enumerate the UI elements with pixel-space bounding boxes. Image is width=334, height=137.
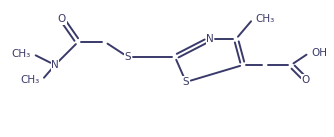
Text: CH₃: CH₃ [12, 49, 31, 59]
Text: CH₃: CH₃ [21, 75, 40, 85]
Text: CH₃: CH₃ [255, 14, 274, 24]
Text: S: S [183, 77, 189, 87]
Text: O: O [302, 75, 310, 85]
Text: N: N [206, 34, 214, 44]
Text: S: S [125, 52, 131, 62]
Text: OH: OH [311, 48, 327, 58]
Text: N: N [51, 60, 59, 70]
Text: O: O [58, 14, 66, 24]
